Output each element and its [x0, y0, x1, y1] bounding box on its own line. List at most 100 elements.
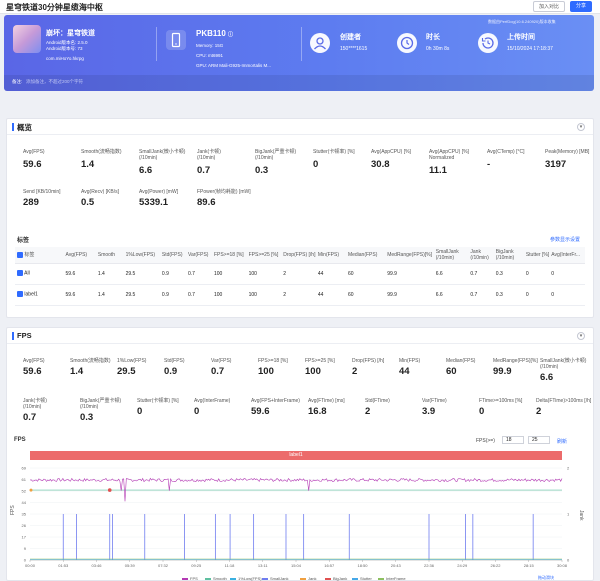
column-header[interactable]: Avg(FPS) [63, 247, 96, 264]
column-header[interactable]: Var(FPS) [185, 247, 212, 264]
metric: FTime>=100ms [%] 0 [479, 398, 522, 417]
metric-label: Median(FPS) [446, 358, 476, 364]
table-cell: 99.9 [385, 263, 434, 285]
note-input[interactable]: 添加备注，不超过200个字符 [26, 79, 84, 84]
column-header-label: 标签 [24, 252, 35, 259]
legend-swatch [262, 577, 268, 580]
metric-label: Jank(卡顿) (/10min) [197, 149, 221, 161]
column-header[interactable]: Stutter [%] [523, 247, 550, 264]
fps-chart[interactable]: 69 61 52 44 35 26 17 9 0 2 1 0 FPS Jank 00:00 01:53 03:4… [0, 460, 600, 580]
metric: Peak(Memory) [MB] 3197 [545, 149, 589, 170]
metric: BigJank(严重卡顿) (/10min) 0.3 [255, 149, 296, 176]
version-tag: 数据由PerfDog(10.6.240920)版本收集 [488, 19, 556, 24]
table-cell: 0.7 [468, 284, 494, 306]
legend-item[interactable]: InterFrame [378, 576, 406, 581]
legend-item[interactable]: Stutter [352, 576, 372, 581]
collapse-icon[interactable]: ▾ [577, 332, 585, 340]
y-tick-label: 52 [22, 489, 27, 494]
row-label: All [24, 270, 30, 277]
metric: Avg(FTime) [ms] 16.8 [308, 398, 345, 417]
table-cell: 59.6 [63, 284, 96, 306]
device-gpu: GPU: ARM Mali-G925-Immortalis M... [196, 63, 272, 68]
metric-label: Avg(Power) [mW] [139, 189, 179, 195]
column-header[interactable]: Median(FPS) [345, 247, 386, 264]
legend-item[interactable]: FPS [182, 576, 198, 581]
device-model: PKB110 ⓘ [196, 29, 234, 38]
package-name: com.miHoYo.hkrpg [46, 56, 84, 61]
legend-item[interactable]: Smooth [205, 576, 227, 581]
x-tick-label: 24:29 [457, 563, 468, 568]
column-header[interactable]: MedRange(FPS)[%] [385, 247, 434, 264]
fps-header: FPS ▾ [7, 328, 593, 344]
metric-value: 0.7 [211, 366, 225, 377]
legend-item[interactable]: BigJank [325, 576, 347, 581]
table-cell: 0 [549, 263, 585, 285]
metric-label: Avg(AppCPU) [%] Normalized [429, 149, 469, 161]
column-header[interactable]: 标签 [15, 247, 64, 264]
metric: Jank(卡顿) (/10min) 0.7 [197, 149, 221, 176]
table-cell: 44 [315, 284, 346, 306]
column-header[interactable]: Avg(InterFr... [549, 247, 585, 264]
table-row[interactable]: All 59.6 1.4 29.5 0.9 0.7 100 100 2 44 60 99.9 6.6 0.… [15, 263, 585, 285]
column-header[interactable]: Drop(FPS) [/h] [281, 247, 316, 264]
threshold-input-2[interactable]: 25 [528, 436, 550, 444]
label-band[interactable]: label1 [30, 451, 562, 460]
table-cell: 6.6 [433, 284, 469, 306]
collapse-icon[interactable]: ▾ [577, 123, 585, 131]
row-checkbox[interactable] [17, 270, 23, 277]
column-header[interactable]: Std(FPS) [159, 247, 186, 264]
legend-item[interactable]: 1%Low(FPS) [230, 576, 262, 581]
app-icon [13, 25, 41, 53]
column-header[interactable]: Smooth [95, 247, 124, 264]
refresh-button[interactable]: 刷新 [557, 439, 568, 445]
metric: Send [KB/10min] 289 [23, 189, 61, 208]
metric-value: 59.6 [251, 406, 270, 417]
select-all-checkbox[interactable] [17, 251, 23, 258]
threshold-input-1[interactable]: 18 [502, 436, 524, 444]
legend-item[interactable]: Jank [300, 576, 316, 581]
top-bar: 星穹铁道30分钟星缆海中枢 加入对比 分享 [0, 0, 600, 14]
column-header[interactable]: FPS>=18 [%] [211, 247, 247, 264]
column-header[interactable]: BigJank (/10min) [493, 247, 524, 264]
labels-table: 标签 Avg(FPS) Smooth 1%Low(FPS) Std(FPS) Var(FP… [15, 247, 585, 306]
table-row[interactable]: label1 59.6 1.4 29.5 0.9 0.7 100 100 2 44 60 99.9 6.… [15, 284, 585, 306]
share-button[interactable]: 分享 [570, 1, 593, 12]
metric-value: 0.5 [81, 197, 95, 208]
metric-value: 2 [365, 406, 371, 417]
x-tick-label: 30:08 [557, 563, 568, 568]
legend-label: Stutter [360, 576, 372, 581]
metric: Stutter(卡顿率) [%] 0 [313, 149, 355, 170]
note-bar[interactable]: 备注: 添加备注，不超过200个字符 [4, 75, 594, 91]
y2-tick-label: 0 [567, 558, 570, 563]
x-tick-label: 16:57 [324, 563, 335, 568]
column-header[interactable]: FPS>=25 [%] [246, 247, 282, 264]
metric-value: 16.8 [308, 406, 327, 417]
x-tick-label: 15:04 [291, 563, 302, 568]
column-header[interactable]: Jank (/10min) [468, 247, 494, 264]
y-tick-label: 9 [24, 546, 27, 551]
legend-item[interactable]: SmallJank [262, 576, 288, 581]
column-header[interactable]: 1%Low(FPS) [123, 247, 160, 264]
table-cell: 2 [281, 284, 316, 306]
compare-button[interactable]: 加入对比 [533, 1, 566, 12]
metric-value: 2 [352, 366, 358, 377]
row-checkbox[interactable] [17, 291, 23, 298]
metric: Std(FPS) 0.9 [164, 358, 185, 377]
column-header[interactable]: Min(FPS) [315, 247, 346, 264]
legend-label: InterFrame [386, 576, 406, 581]
y-tick-label: 0 [24, 558, 27, 563]
page-title: 星穹铁道30分钟星缆海中枢 [6, 3, 103, 12]
metric: FPS>=18 [%] 100 [258, 358, 288, 377]
drag-slider-link[interactable]: 拖动滑块 [538, 575, 554, 580]
metric-value: 44 [399, 366, 410, 377]
metric-value: 0.3 [255, 165, 269, 176]
metric-label: Avg(InterFrame) [194, 398, 231, 404]
column-header[interactable]: SmallJank (/10min) [433, 247, 469, 264]
metric: Drop(FPS) [/h] 2 [352, 358, 384, 377]
x-tick-label: 03:46 [91, 563, 102, 568]
fps-line [29, 477, 563, 502]
x-tick-label: 01:53 [58, 563, 69, 568]
y-tick-label: 17 [22, 535, 27, 540]
param-settings-link[interactable]: 参数显示设置 [550, 237, 581, 243]
metric: Avg(CTemp) [°C] - [487, 149, 524, 170]
